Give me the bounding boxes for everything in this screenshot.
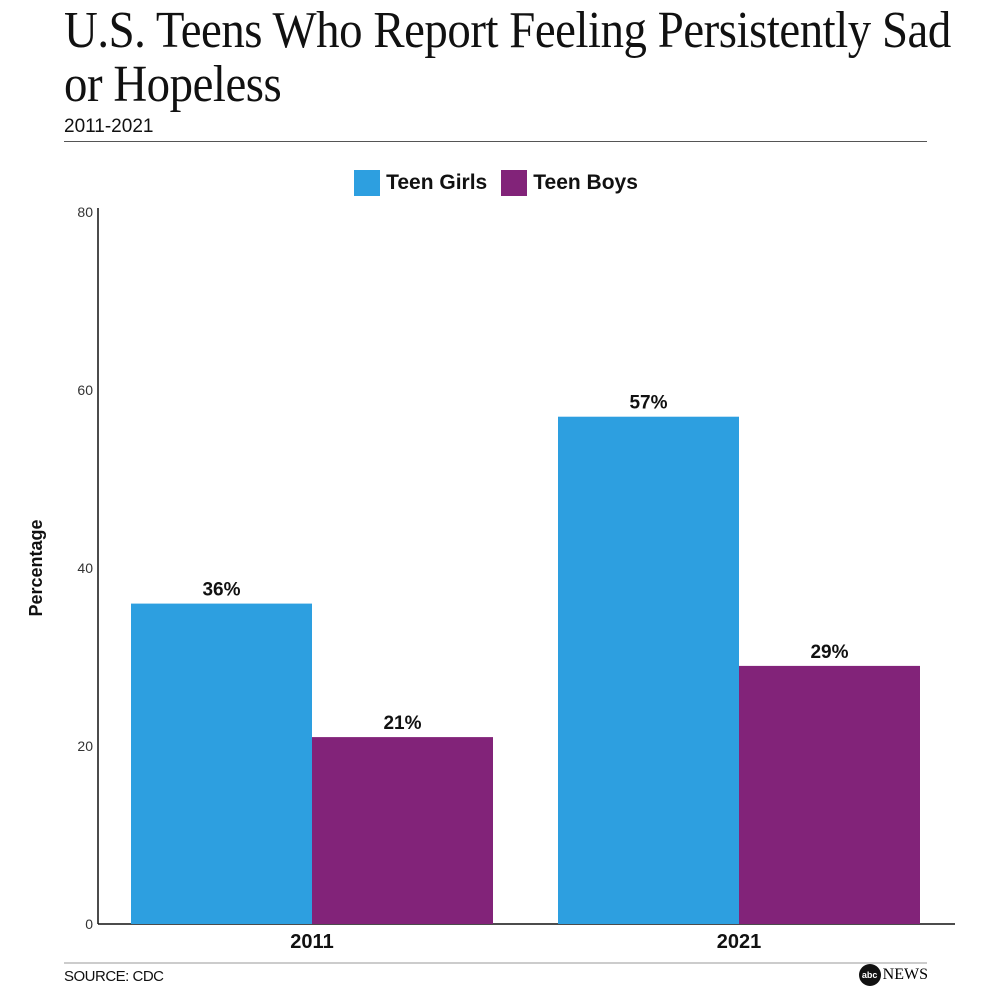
legend-swatch: [501, 170, 528, 196]
y-tick-label: 40: [77, 560, 93, 576]
bar-teen-boys-2021: [739, 665, 920, 924]
legend-label: Teen Boys: [533, 171, 638, 194]
x-tick-label: 2021: [717, 931, 762, 953]
chart-title: U.S. Teens Who Report Feeling Persistent…: [64, 2, 951, 113]
data-label: 57%: [629, 393, 667, 414]
y-tick-label: 20: [77, 738, 93, 754]
bar-teen-girls-2021: [558, 416, 739, 924]
legend: Teen Girls Teen Boys: [0, 170, 992, 196]
abc-news-logo: abc NEWS: [858, 964, 928, 986]
data-label: 36%: [202, 580, 240, 601]
chart-subtitle: 2011-2021: [64, 116, 154, 137]
y-axis-label: Percentage: [26, 519, 46, 616]
legend-item-boys: Teen Boys: [501, 170, 638, 196]
bar-teen-boys-2011: [312, 737, 493, 924]
y-tick-label: 80: [77, 204, 93, 220]
data-label: 29%: [810, 642, 848, 663]
data-label: 21%: [383, 713, 421, 734]
source-note: SOURCE: CDC: [64, 968, 164, 985]
legend-item-girls: Teen Girls: [354, 170, 487, 196]
legend-swatch: [354, 170, 381, 196]
bar-teen-girls-2011: [131, 603, 312, 924]
header-divider: [64, 141, 927, 142]
footer-divider: [64, 962, 927, 964]
x-tick-label: 2011: [290, 931, 333, 953]
y-tick-label: 0: [85, 916, 93, 932]
y-tick-label: 60: [77, 382, 93, 398]
legend-label: Teen Girls: [386, 171, 488, 194]
